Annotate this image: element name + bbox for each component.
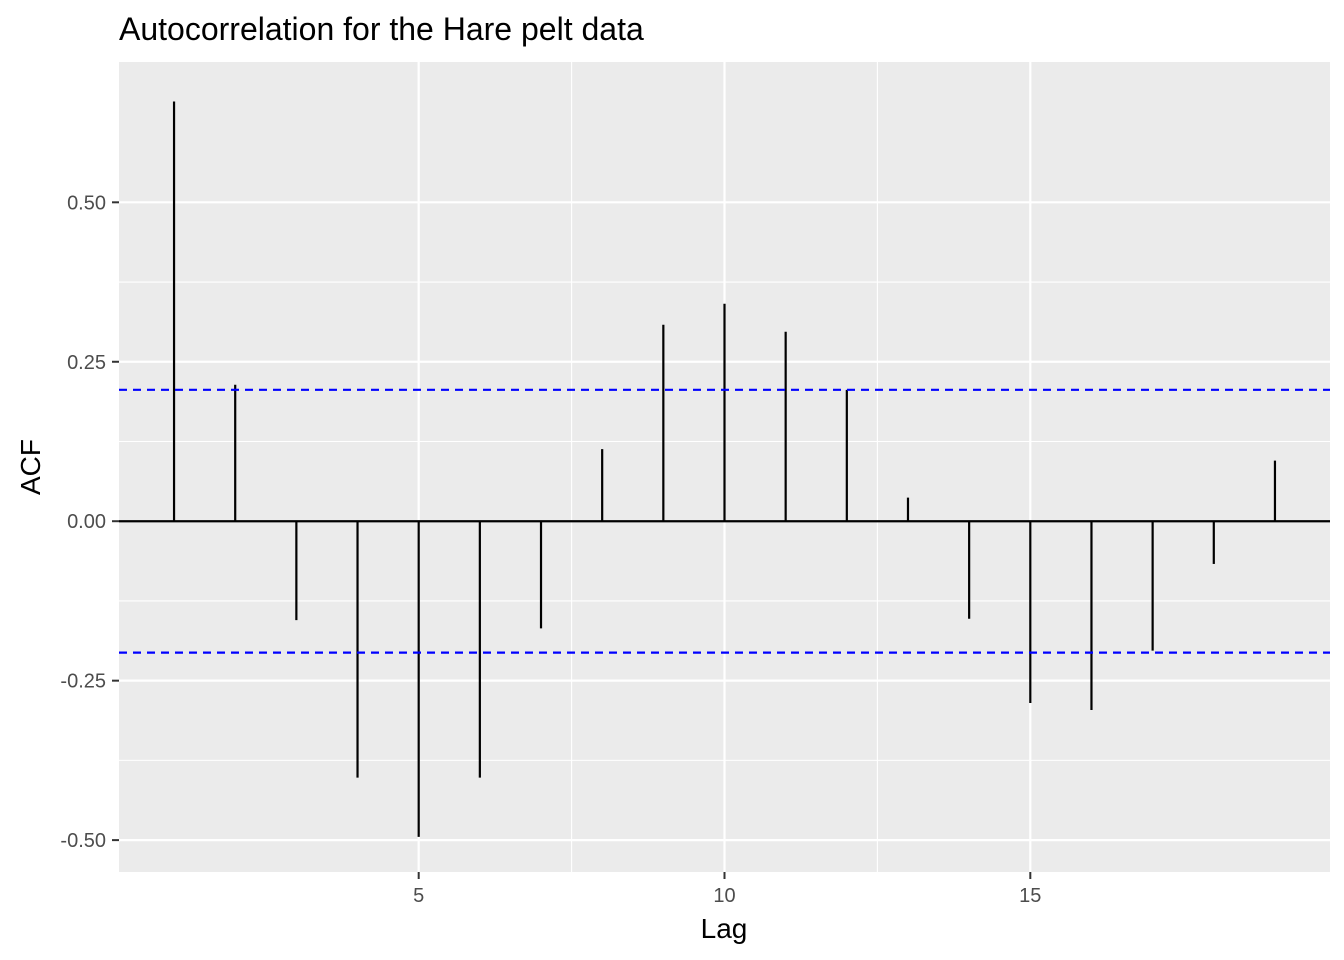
y-tick-label: 0.50 <box>67 192 106 214</box>
confidence-bounds <box>119 388 1330 654</box>
x-axis-title: Lag <box>701 913 748 944</box>
y-tick-label: 0.00 <box>67 511 106 533</box>
y-tick-label: 0.25 <box>67 352 106 374</box>
x-tick-label: 10 <box>713 885 735 907</box>
y-tick-label: -0.50 <box>60 830 106 852</box>
y-axis-title: ACF <box>15 439 46 495</box>
acf-bars <box>119 101 1330 837</box>
x-tick-label: 15 <box>1019 885 1041 907</box>
chart-title: Autocorrelation for the Hare pelt data <box>119 11 644 47</box>
x-axis: 5 10 15 <box>413 872 1041 907</box>
y-axis: -0.50 -0.25 0.00 0.25 0.50 <box>60 192 119 852</box>
x-tick-label: 5 <box>413 885 424 907</box>
y-tick-label: -0.25 <box>60 671 106 693</box>
